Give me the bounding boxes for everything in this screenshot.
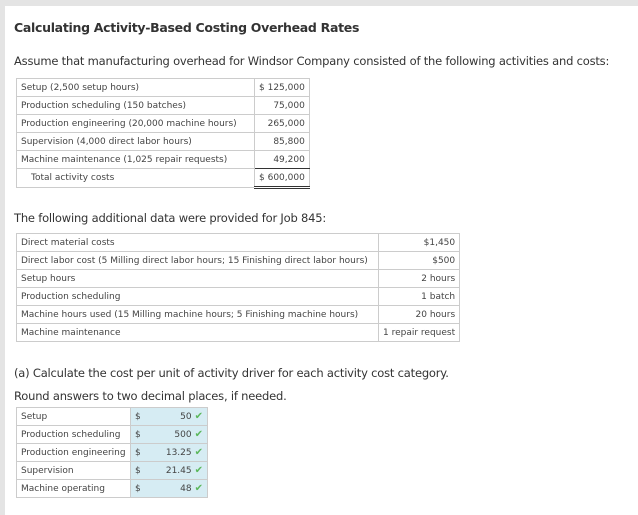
check-icon: ✔ (194, 429, 203, 440)
page-title: Calculating Activity-Based Costing Overh… (14, 20, 360, 35)
table-row: Direct labor cost (5 Milling direct labo… (16, 251, 461, 270)
check-icon: ✔ (194, 411, 203, 422)
answer-input[interactable]: 21.45 ✔ (144, 461, 208, 480)
table-row: Machine maintenance (1,025 repair reques… (16, 150, 310, 169)
answer-row: Production engineering $13.25 ✔ (16, 443, 208, 462)
question-text: (a) Calculate the cost per unit of activ… (14, 366, 449, 380)
answer-input[interactable]: 48 ✔ (144, 479, 208, 498)
table-row: Supervision (4,000 direct labor hours) 85… (16, 132, 310, 151)
table-row: Production engineering (20,000 machine h… (16, 114, 310, 133)
table-row: Production scheduling 1 batch (16, 287, 461, 306)
table-row: Setup (2,500 setup hours) $ 125,000 (16, 78, 310, 97)
table-row: Direct material costs $1,450 (16, 233, 461, 252)
table-row: Setup hours 2 hours (16, 269, 461, 288)
instruction-text: Round answers to two decimal places, if … (14, 389, 287, 403)
answer-row: Machine operating $48 ✔ (16, 479, 208, 498)
answer-input[interactable]: 13.25 ✔ (144, 443, 208, 462)
total-row: Total activity costs $ 600,000 (16, 168, 310, 189)
table-row: Machine hours used (15 Milling machine h… (16, 305, 461, 324)
intro-text: Assume that manufacturing overhead for W… (14, 54, 610, 68)
answer-input[interactable]: 50 ✔ (144, 407, 208, 426)
table-row: Machine maintenance 1 repair request (16, 323, 461, 342)
table-row: Production scheduling (150 batches) 75,00… (16, 96, 310, 115)
answer-row: Setup $50 ✔ (16, 407, 208, 426)
job-data-table: Direct material costs $1,450 Direct labor… (16, 233, 461, 342)
answer-input[interactable]: 500 ✔ (144, 425, 208, 444)
additional-intro: The following additional data were provi… (14, 211, 327, 225)
check-icon: ✔ (194, 465, 203, 476)
answer-row: Supervision $21.45 ✔ (16, 461, 208, 480)
check-icon: ✔ (194, 483, 203, 494)
check-icon: ✔ (194, 447, 203, 458)
answer-table: Setup $50 ✔ Production scheduling $500 ✔ Pro… (16, 407, 208, 498)
answer-row: Production scheduling $500 ✔ (16, 425, 208, 444)
activity-costs-table: Setup (2,500 setup hours) $ 125,000 Produ… (16, 78, 310, 189)
